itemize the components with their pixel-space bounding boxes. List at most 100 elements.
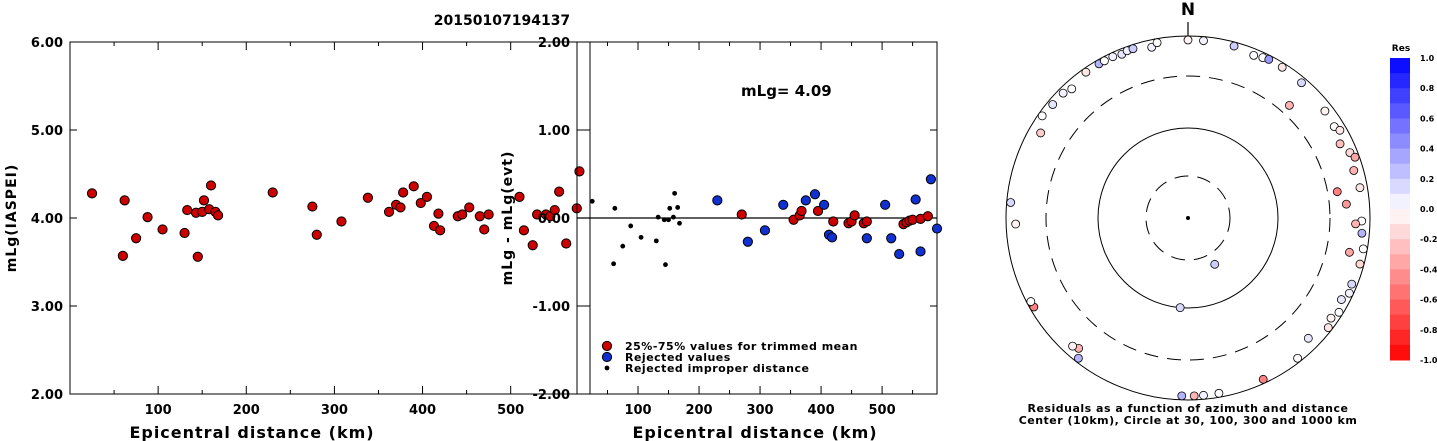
data-point <box>457 209 468 220</box>
data-point <box>671 214 676 220</box>
y-tick-label: 1.00 <box>538 124 570 139</box>
residual-plot: -2.00 -1.00 0.00 1.00 2.00 100 200 300 400 500 m… <box>500 36 943 441</box>
data-point <box>712 195 723 206</box>
data-point <box>131 233 142 244</box>
station-point <box>1297 78 1306 88</box>
colorbar-cell <box>1390 118 1410 134</box>
data-point <box>142 212 153 223</box>
station-point <box>1011 219 1021 229</box>
station-point <box>1229 41 1239 51</box>
station-point <box>1081 67 1091 77</box>
station-point <box>1036 128 1046 138</box>
station-point <box>1344 288 1354 298</box>
data-point <box>117 250 128 261</box>
data-point <box>796 205 807 217</box>
data-point <box>198 195 210 206</box>
station-point <box>1152 38 1162 48</box>
data-point <box>514 191 525 202</box>
data-point <box>628 223 634 229</box>
data-point <box>809 189 821 200</box>
data-point <box>192 251 203 262</box>
station-point <box>1006 198 1016 207</box>
colorbar-tick-label: -0.4 <box>1420 265 1437 274</box>
data-point <box>86 188 98 199</box>
data-point <box>464 202 475 213</box>
data-point <box>589 198 595 204</box>
data-point <box>736 209 747 220</box>
x-tick-label: 300 <box>321 403 348 418</box>
data-point <box>415 197 426 209</box>
colorbar-cell <box>1390 178 1410 195</box>
legend-marker <box>601 340 613 352</box>
data-point <box>620 243 626 249</box>
data-point <box>119 195 130 206</box>
data-point <box>612 205 618 211</box>
legend-label: Rejected values <box>625 351 731 364</box>
data-point <box>179 227 190 239</box>
data-point <box>479 224 490 235</box>
station-point <box>1210 259 1220 269</box>
data-point <box>880 199 891 210</box>
station-point <box>1100 56 1109 66</box>
x-tick-label: 100 <box>145 403 172 418</box>
colorbar-cell <box>1390 299 1410 316</box>
magnitude-x-ticks: 100 200 300 400 500 <box>113 42 556 418</box>
legend-marker <box>604 365 610 371</box>
data-point <box>922 211 933 222</box>
station-point <box>1074 353 1083 363</box>
colorbar-cell <box>1390 284 1410 301</box>
y-tick-label: 5.00 <box>31 124 63 139</box>
data-point <box>212 210 224 221</box>
magnitude-points <box>86 166 585 262</box>
station-point <box>1332 187 1342 197</box>
colorbar-title: Res <box>1392 44 1410 54</box>
data-point <box>408 181 419 192</box>
legend: 25%-75% values for trimmed meanRejected … <box>601 340 857 375</box>
colorbar-cell <box>1390 193 1410 210</box>
colorbar-tick-label: 0.6 <box>1420 114 1435 123</box>
data-point <box>336 216 347 227</box>
data-point <box>383 206 395 217</box>
data-point <box>800 195 811 206</box>
station-point <box>1108 52 1118 62</box>
station-point <box>1058 88 1068 98</box>
x-tick-label: 400 <box>807 403 834 418</box>
colorbar-cell <box>1390 224 1410 240</box>
data-point <box>826 232 838 243</box>
data-point <box>483 209 494 220</box>
station-point <box>1323 323 1333 332</box>
station-point <box>1183 35 1193 45</box>
legend-marker <box>601 351 613 363</box>
data-point <box>886 233 897 244</box>
legend-label: Rejected improper distance <box>625 362 809 375</box>
data-point <box>661 217 667 223</box>
y-tick-label: 6.00 <box>31 36 63 51</box>
station-point <box>1175 303 1185 313</box>
station-point <box>1350 152 1360 162</box>
station-point <box>1357 228 1367 238</box>
colorbar-tick-label: 0.4 <box>1420 145 1435 154</box>
data-point <box>925 174 936 185</box>
figure-title: 20150107194137 <box>434 13 570 29</box>
data-point <box>267 187 278 198</box>
station-points <box>1006 35 1368 401</box>
data-point <box>828 216 839 227</box>
colorbar-tick-label: -0.2 <box>1420 235 1437 244</box>
data-point <box>931 223 943 234</box>
colorbar-tick-label: -1.0 <box>1420 356 1437 365</box>
station-point <box>1326 313 1336 323</box>
colorbar-tick-label: -0.6 <box>1420 296 1437 305</box>
station-point <box>1341 199 1351 209</box>
data-point <box>653 238 659 244</box>
x-tick-label: 200 <box>233 403 260 418</box>
magnitude-plot: 2.00 3.00 4.00 5.00 6.00 100 200 300 400 500 Epi… <box>4 36 591 441</box>
station-point <box>1048 100 1058 109</box>
x-tick-label: 300 <box>746 403 773 418</box>
x-tick-label: 400 <box>409 403 436 418</box>
colorbar-cell <box>1390 239 1410 255</box>
center-point <box>1186 216 1190 220</box>
data-point <box>362 192 373 203</box>
north-label: N <box>1181 0 1195 20</box>
station-point <box>1337 295 1346 304</box>
data-point <box>421 191 433 202</box>
